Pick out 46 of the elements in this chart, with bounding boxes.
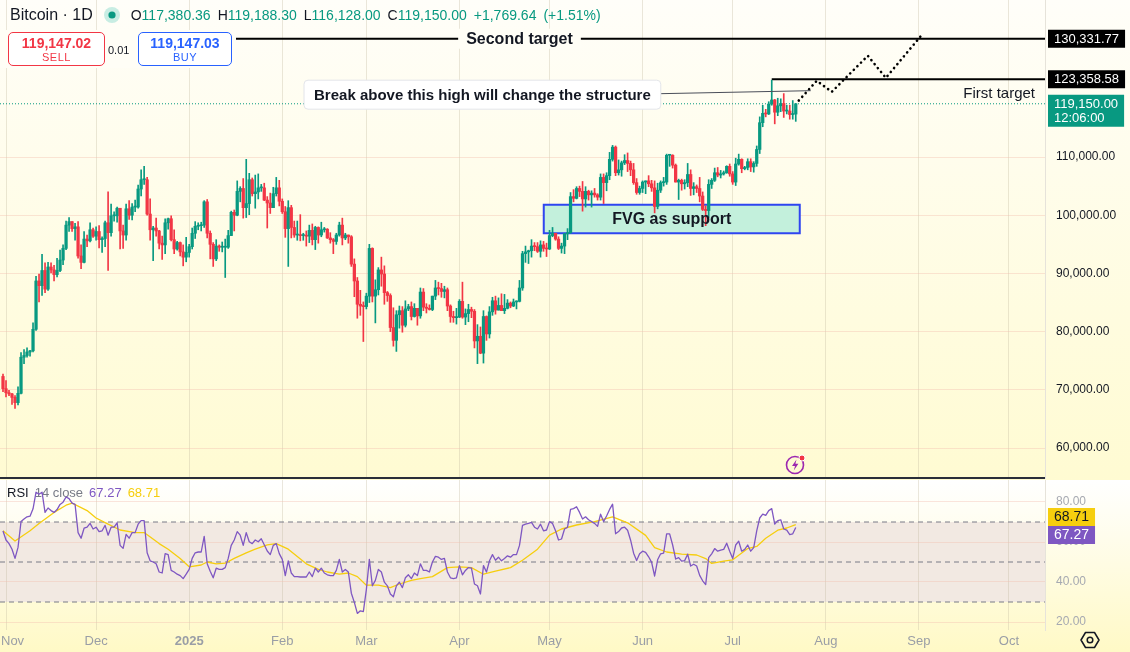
y-tick-label: 80.00: [1056, 494, 1087, 509]
annotation: SELL: [41, 51, 72, 64]
annotation: 68.71: [127, 485, 161, 500]
x-tick-label: Jul: [724, 632, 742, 648]
x-tick-label: Sep: [907, 632, 931, 648]
annotation: Break above this high will change the structure: [314, 85, 651, 103]
x-tick-label: Mar: [355, 632, 379, 648]
candlestick: [298, 214, 302, 242]
candlestick: [779, 98, 783, 112]
ref-line-label: 130,331.77: [1054, 30, 1120, 46]
x-tick-label: Nov: [1, 632, 25, 648]
annotation: First target: [963, 84, 1036, 102]
annotation: 119,147.02: [20, 35, 93, 51]
text: 12:06:00: [1054, 110, 1105, 126]
chart-title: RSI 14 close: [7, 485, 84, 500]
annotation: 119,147.03: [149, 35, 221, 51]
x-tick-label: Jun: [632, 632, 654, 648]
chart-title: Bitcoin · 1D: [10, 6, 93, 24]
ref-line-label: 123,358.58: [1054, 71, 1120, 87]
y-tick-label: 90,000.00: [1056, 265, 1110, 280]
x-tick-label: May: [537, 632, 563, 648]
x-tick-label: Dec: [84, 632, 109, 648]
y-tick-label: 100,000.00: [1056, 207, 1117, 222]
annotation: 0.01: [108, 44, 130, 56]
x-tick-label: Apr: [449, 632, 471, 648]
sell-button: 119,147.02 SELL: [8, 32, 105, 66]
ref-line-label: 119,150.00: [1054, 95, 1119, 111]
x-tick-label: 2025: [174, 632, 204, 648]
y-tick-label: 70,000.00: [1056, 382, 1110, 397]
x-tick-label: Oct: [998, 632, 1020, 648]
text: 68.71: [1054, 508, 1090, 525]
x-tick-label: Feb: [271, 632, 294, 648]
candlestick: [232, 209, 236, 232]
text: O117,380.36 H119,188.30 L116,128.00 C119,150.00 +1,769.64 (+1.51%): [130, 7, 601, 23]
candlestick: [301, 232, 305, 241]
y-tick-label: 110,000.00: [1056, 149, 1116, 164]
y-tick-label: 20.00: [1056, 614, 1087, 629]
y-tick-label: 60,000.00: [1056, 440, 1110, 455]
annotation: 67.27: [89, 485, 122, 500]
buy-button: 119,147.03 BUY: [138, 32, 232, 66]
y-tick-label: 40.00: [1056, 574, 1087, 589]
annotation: BUY: [171, 51, 199, 64]
y-tick-label: 80,000.00: [1056, 323, 1110, 338]
x-tick-label: Aug: [814, 632, 838, 648]
text: 67.27: [1054, 526, 1090, 543]
annotation: Second target: [466, 30, 574, 48]
